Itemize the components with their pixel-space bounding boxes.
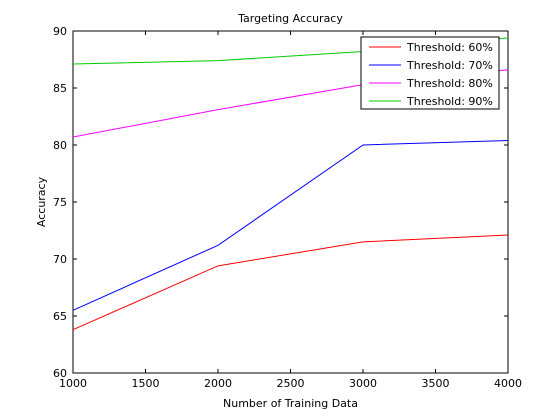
x-tick-label: 1000: [59, 377, 87, 390]
y-tick-label: 90: [53, 25, 67, 38]
legend-label: Threshold: 80%: [406, 77, 493, 90]
legend-label: Threshold: 90%: [406, 95, 493, 108]
y-tick-label: 85: [53, 82, 67, 95]
x-axis-title: Number of Training Data: [223, 397, 358, 410]
x-tick-label: 3000: [349, 377, 377, 390]
series-line-1: [72, 234, 509, 331]
chart-title: Targeting Accuracy: [237, 12, 343, 25]
y-tick-label: 75: [53, 196, 67, 209]
x-tick-label: 1500: [132, 377, 160, 390]
y-tick-label: 70: [53, 253, 67, 266]
legend-box: [360, 36, 500, 110]
x-tick-label: 4000: [494, 377, 522, 390]
y-tick-label: 80: [53, 139, 67, 152]
x-tick-label: 2000: [204, 377, 232, 390]
legend-label: Threshold: 60%: [406, 41, 493, 54]
y-axis: 60 65 70 75 80 85 90: [53, 25, 508, 380]
y-axis-title: Accuracy: [35, 176, 48, 227]
y-tick-label: 60: [53, 367, 67, 380]
series-line-2: [72, 139, 509, 311]
y-tick-label: 65: [53, 310, 67, 323]
x-axis: 1000 1500 2000 2500 3000 3500 4000: [59, 31, 522, 390]
x-tick-label: 3500: [422, 377, 450, 390]
legend-label: Threshold: 70%: [406, 59, 493, 72]
x-tick-label: 2500: [277, 377, 305, 390]
legend: Threshold: 60% Threshold: 70% Threshold: 8…: [360, 36, 500, 110]
